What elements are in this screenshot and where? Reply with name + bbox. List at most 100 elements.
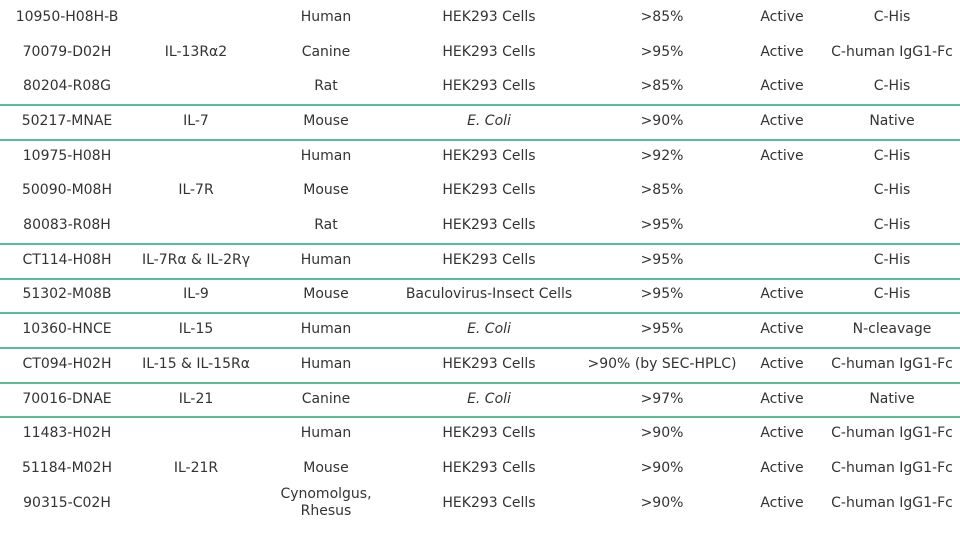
purity: >85%: [640, 182, 684, 199]
species: Mouse: [303, 286, 349, 303]
activity: Active: [760, 494, 804, 511]
catalog-number[interactable]: 10360-HNCE: [22, 321, 112, 338]
purity: >90%: [640, 112, 684, 129]
species: Human: [300, 147, 352, 164]
catalog-number[interactable]: 11483-H02H: [22, 425, 112, 442]
activity: Active: [760, 78, 804, 95]
purity: >95%: [640, 43, 684, 60]
tag: C-His: [873, 286, 911, 303]
species: Rat: [314, 217, 338, 234]
target-name: IL-9: [183, 286, 209, 303]
activity: Active: [760, 286, 804, 303]
tag: Native: [869, 112, 915, 129]
species: Cynomolgus, Rhesus: [280, 485, 372, 519]
purity: >90% (by SEC-HPLC): [587, 355, 737, 372]
species: Human: [300, 8, 352, 25]
expression-host: HEK293 Cells: [442, 43, 536, 60]
species: Mouse: [303, 459, 349, 476]
tag: C-His: [873, 8, 911, 25]
expression-host: HEK293 Cells: [442, 8, 536, 25]
product-group: IL-7 50217-MNAE Mouse E. Coli >90% Active Nati…: [0, 104, 960, 141]
species: Canine: [301, 43, 351, 60]
expression-host: HEK293 Cells: [442, 425, 536, 442]
purity: >92%: [640, 147, 684, 164]
tag: C-His: [873, 251, 911, 268]
product-group: IL-21 70016-DNAE Canine E. Coli >97% Active Na…: [0, 381, 960, 419]
catalog-number[interactable]: 51184-M02H: [21, 459, 112, 476]
activity: Active: [760, 459, 804, 476]
product-group: IL-7Rα & IL-2Rγ CT114-H08H Human HEK293 Cel…: [0, 242, 960, 280]
catalog-number[interactable]: 70079-D02H: [22, 43, 112, 60]
product-group: IL-15 10360-HNCE Human E. Coli >95% Active N-c…: [0, 312, 960, 349]
expression-host: E. Coli: [467, 112, 511, 129]
species: Human: [300, 425, 352, 442]
expression-host: Baculovirus-Insect Cells: [405, 286, 573, 303]
expression-host: HEK293 Cells: [442, 217, 536, 234]
tag: C-human IgG1-Fc: [831, 355, 953, 372]
expression-host: HEK293 Cells: [442, 459, 536, 476]
purity: >95%: [640, 321, 684, 338]
expression-host: HEK293 Cells: [442, 494, 536, 511]
catalog-number[interactable]: 50090-M08H: [21, 182, 112, 199]
purity: >90%: [640, 494, 684, 511]
purity: >97%: [640, 390, 684, 407]
activity: Active: [760, 355, 804, 372]
target-name: IL-21: [178, 390, 214, 407]
target-name: IL-15 & IL-15Rα: [142, 355, 250, 372]
catalog-number[interactable]: 80204-R08G: [23, 78, 111, 95]
target-name: IL-13Rα2: [164, 43, 228, 60]
product-group: IL-13Rα2 10950-H08H-B Human HEK293 Cells >85…: [0, 0, 960, 104]
target-name: IL-21R: [173, 459, 219, 476]
tag: C-human IgG1-Fc: [831, 43, 953, 60]
species: Rat: [314, 78, 338, 95]
activity: Active: [760, 321, 804, 338]
expression-host: HEK293 Cells: [442, 78, 536, 95]
catalog-number[interactable]: CT094-H02H: [22, 355, 112, 372]
product-group: IL-21R 11483-H02H Human HEK293 Cells >90% Act…: [0, 416, 960, 528]
purity: >90%: [640, 425, 684, 442]
activity: Active: [760, 390, 804, 407]
catalog-number[interactable]: 80083-R08H: [23, 217, 111, 234]
purity: >95%: [640, 251, 684, 268]
expression-host: HEK293 Cells: [442, 147, 536, 164]
target-name: IL-15: [178, 321, 214, 338]
activity: Active: [760, 147, 804, 164]
purity: >95%: [640, 286, 684, 303]
tag: C-His: [873, 147, 911, 164]
species: Human: [300, 321, 352, 338]
catalog-number[interactable]: 50217-MNAE: [21, 112, 113, 129]
expression-host: E. Coli: [467, 321, 511, 338]
species: Human: [300, 251, 352, 268]
purity: >95%: [640, 217, 684, 234]
purity: >90%: [640, 459, 684, 476]
catalog-number[interactable]: 90315-C02H: [23, 494, 111, 511]
species: Mouse: [303, 112, 349, 129]
tag: C-His: [873, 78, 911, 95]
expression-host: HEK293 Cells: [442, 251, 536, 268]
tag: C-His: [873, 217, 911, 234]
expression-host: HEK293 Cells: [442, 355, 536, 372]
catalog-number[interactable]: CT114-H08H: [22, 251, 112, 268]
activity: Active: [760, 112, 804, 129]
species: Human: [300, 355, 352, 372]
tag: C-human IgG1-Fc: [831, 494, 953, 511]
tag: C-human IgG1-Fc: [831, 459, 953, 476]
catalog-number[interactable]: 10975-H08H: [22, 147, 112, 164]
tag: Native: [869, 390, 915, 407]
tag: N-cleavage: [852, 321, 932, 338]
catalog-number[interactable]: 10950-H08H-B: [15, 8, 119, 25]
purity: >85%: [640, 78, 684, 95]
target-name: IL-7R: [178, 182, 214, 199]
catalog-number[interactable]: 70016-DNAE: [22, 390, 112, 407]
target-name: IL-7Rα & IL-2Rγ: [141, 251, 251, 268]
catalog-number[interactable]: 51302-M08B: [22, 286, 112, 303]
species: Canine: [301, 390, 351, 407]
product-group: IL-7R 10975-H08H Human HEK293 Cells >92% Acti…: [0, 138, 960, 245]
species: Mouse: [303, 182, 349, 199]
purity: >85%: [640, 8, 684, 25]
activity: Active: [760, 8, 804, 25]
activity: Active: [760, 425, 804, 442]
tag: C-His: [873, 182, 911, 199]
product-group: IL-15 & IL-15Rα CT094-H02H Human HEK293 Cel…: [0, 347, 960, 384]
tag: C-human IgG1-Fc: [831, 425, 953, 442]
